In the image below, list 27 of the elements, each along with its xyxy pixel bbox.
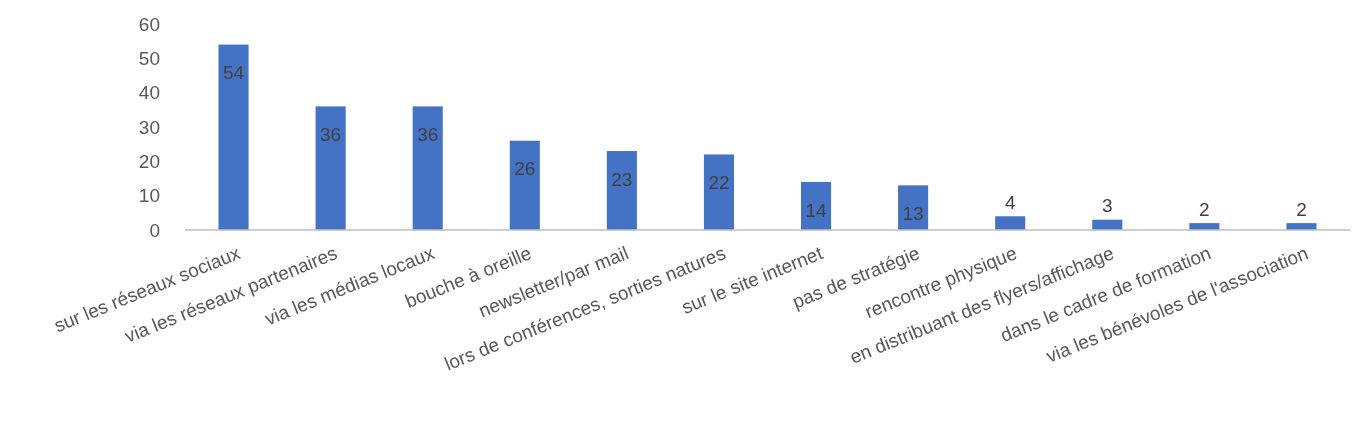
data-label: 3 (1102, 195, 1113, 217)
data-label: 2 (1199, 198, 1210, 220)
data-label: 54 (222, 62, 245, 84)
bar (509, 140, 540, 230)
bar (995, 216, 1026, 230)
bar (315, 106, 346, 230)
data-label: 23 (611, 168, 633, 190)
data-label: 36 (320, 124, 342, 146)
bar (1286, 223, 1317, 230)
y-tick-label: 10 (138, 185, 160, 207)
bar (218, 44, 249, 230)
y-tick-label: 0 (149, 219, 160, 241)
data-label: 26 (514, 158, 536, 180)
data-label: 36 (417, 124, 439, 146)
y-tick-label: 60 (138, 13, 160, 35)
y-tick-label: 50 (138, 47, 160, 69)
bar (703, 154, 735, 230)
data-label: 22 (708, 172, 730, 194)
y-tick-label: 30 (138, 116, 160, 138)
data-label: 14 (805, 199, 828, 221)
bar (412, 106, 443, 230)
data-label: 13 (902, 203, 924, 225)
y-tick-label: 40 (138, 82, 160, 104)
y-tick-label: 20 (138, 150, 160, 172)
bar (606, 151, 637, 230)
data-label: 2 (1296, 198, 1307, 220)
data-label: 4 (1004, 191, 1016, 213)
